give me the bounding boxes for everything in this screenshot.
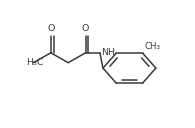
Text: O: O [47,24,55,33]
Text: O: O [82,24,89,33]
Text: NH: NH [101,48,115,57]
Text: CH₃: CH₃ [144,42,160,51]
Text: H₃C: H₃C [26,58,43,67]
